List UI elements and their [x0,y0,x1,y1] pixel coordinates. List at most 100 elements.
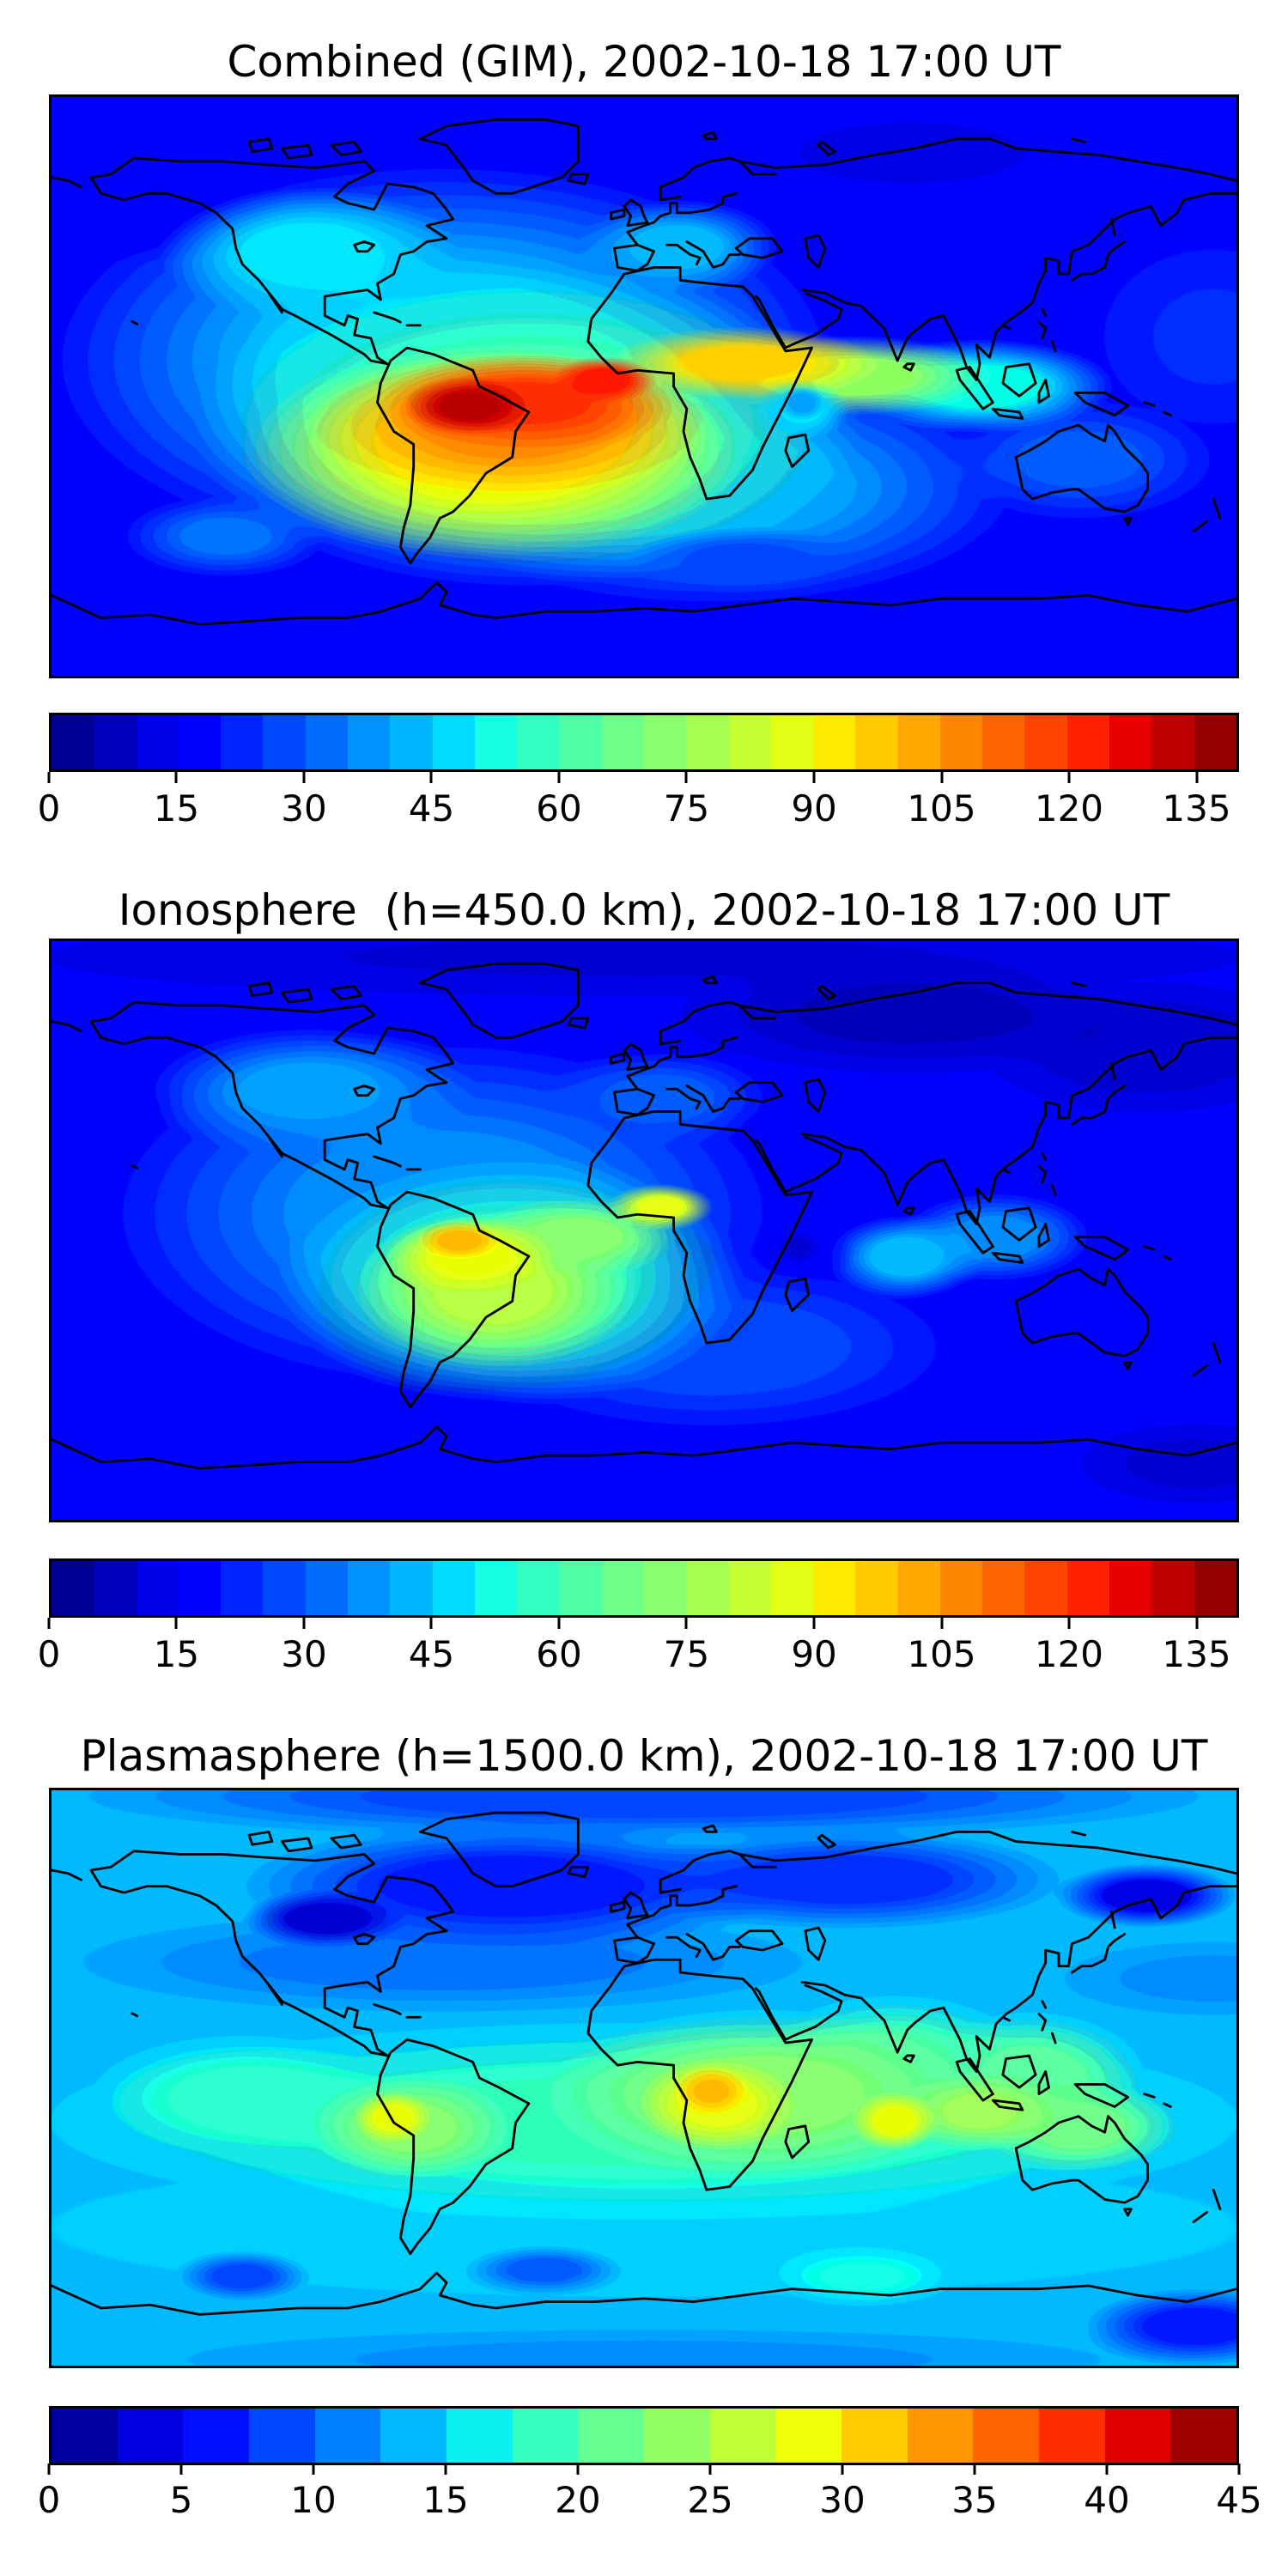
colorbar-tick-label: 0 [37,2479,61,2521]
colorbar-segment [1024,1561,1067,1615]
colorbar-segment [770,1561,814,1615]
colorbar-tick-label: 5 [169,2479,193,2521]
colorbar-segment [644,2409,710,2463]
colorbar-tick [812,772,816,783]
colorbar-tick [1195,1618,1199,1629]
colorbar-segment [263,715,306,769]
colorbar-segment [517,715,560,769]
colorbar-segment [907,2409,974,2463]
colorbar-tick-label: 105 [907,1633,976,1675]
colorbar-segment [770,715,814,769]
colorbar-segment [855,1561,898,1615]
colorbar-tick-label: 10 [290,2479,337,2521]
colorbar-tick [973,2464,976,2475]
colorbar-segment [1104,2409,1171,2463]
colorbar-tick [841,2464,844,2475]
colorbar-segment [249,2409,315,2463]
colorbar-tick [47,2464,51,2475]
colorbar-tick [174,772,178,783]
colorbar-segment [117,2409,184,2463]
colorbar-tick [1067,1618,1071,1629]
colorbar-tick-label: 90 [791,1633,837,1675]
colorbar-tick-label: 105 [907,787,976,829]
colorbar-tick-row [47,1618,1239,1630]
colorbar-tick-label: 45 [408,1633,455,1675]
colorbar-tick-label: 75 [663,1633,710,1675]
colorbar-tick [1067,772,1071,783]
colorbar-tick [302,1618,306,1629]
colorbar-segment [1039,2409,1105,2463]
colorbar-segment [973,2409,1040,2463]
colorbar-segment [178,1561,222,1615]
map-frame [49,939,1239,1522]
colorbar-tick [47,1618,51,1629]
panel-title: Plasmasphere (h=1500.0 km), 2002-10-18 1… [80,1731,1208,1781]
colorbar-tick-label: 135 [1162,1633,1231,1675]
colorbar-segment [982,1561,1025,1615]
colorbar-tick-label: 60 [536,787,582,829]
panel-title: Combined (GIM), 2002-10-18 17:00 UT [227,37,1061,87]
colorbar-segment [221,715,264,769]
colorbar-segment [643,1561,687,1615]
colorbar-tick-label: 15 [153,1633,200,1675]
colorbar-tick [684,1618,688,1629]
colorbar-tick-label: 35 [951,2479,998,2521]
map-frame [49,1788,1239,2368]
colorbar-segment [1194,715,1236,769]
colorbar-segment [939,1561,983,1615]
colorbar-segment [94,1561,137,1615]
colorbar-segment [517,1561,560,1615]
colorbar-segment [447,2409,513,2463]
colorbar-segment [775,2409,842,2463]
colorbar-tick [179,2464,183,2475]
colorbar-segment [347,715,391,769]
colorbar-tick [174,1618,178,1629]
colorbar-segment [578,2409,645,2463]
colorbar-segment [52,2409,118,2463]
colorbar-segment [52,715,94,769]
colorbar-tick [940,772,943,783]
colorbar-tick-label: 0 [37,787,61,829]
colorbar-segment [432,715,475,769]
colorbar-segment [305,715,348,769]
colorbar-segment [305,1561,348,1615]
colorbar-tick-label: 15 [153,787,200,829]
colorbar [49,713,1239,772]
colorbar-tick-label: 120 [1034,1633,1104,1675]
colorbar-segment [52,1561,94,1615]
colorbar-tick-label: 45 [408,787,455,829]
colorbar-tick [444,2464,447,2475]
colorbar-tick [429,772,433,783]
colorbar-segment [855,715,898,769]
colorbar-segment [390,715,433,769]
colorbar-tick [576,2464,580,2475]
colorbar-segment [686,1561,729,1615]
map-field [52,1790,1236,2366]
colorbar-tick-label: 40 [1084,2479,1130,2521]
colorbar-tick [302,772,306,783]
coastline-svg [52,118,1236,626]
colorbar-tick-label: 30 [819,2479,866,2521]
colorbar-segment [559,1561,602,1615]
colorbar-segment [178,715,222,769]
colorbar-segment [380,2409,447,2463]
colorbar-segment [709,2409,776,2463]
colorbar-label-row: 0 5 10 15 20 25 30 35 40 45 [38,2479,1262,2524]
colorbar-segment [601,1561,644,1615]
colorbar-segment [559,715,602,769]
colorbar-label-row: 0 15 30 45 60 75 90 105 120 135 [38,787,1239,833]
colorbar-segment [982,715,1025,769]
panel-title: Ionosphere (h=450.0 km), 2002-10-18 17:0… [118,885,1170,935]
map-field [52,941,1236,1520]
colorbar-segment [1151,715,1194,769]
colorbar-segment [1109,715,1152,769]
map-field [52,97,1236,676]
colorbar-tick [557,772,561,783]
colorbar-segment [841,2409,908,2463]
colorbar [49,2406,1239,2465]
colorbar-segment [136,715,179,769]
colorbar-segment [347,1561,391,1615]
colorbar-segment [601,715,644,769]
colorbar-label-row: 0 15 30 45 60 75 90 105 120 135 [38,1633,1239,1679]
colorbar-tick-label: 135 [1162,787,1231,829]
